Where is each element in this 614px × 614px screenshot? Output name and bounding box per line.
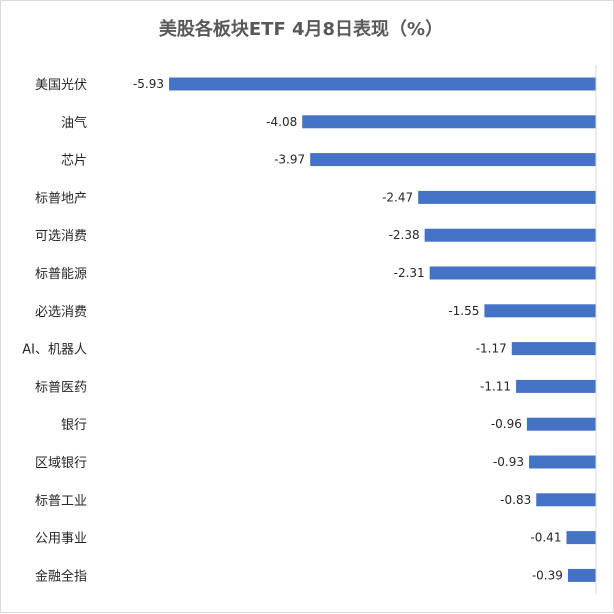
bar	[536, 493, 596, 507]
bar	[424, 228, 596, 242]
category-label: AI、机器人	[22, 343, 87, 358]
value-label: -0.96	[491, 417, 522, 431]
category-label: 标普能源	[35, 267, 87, 282]
category-label: 标普医药	[35, 380, 87, 395]
value-label: -0.83	[500, 493, 531, 507]
category-label: 区域银行	[35, 456, 87, 471]
category-label: 公用事业	[35, 532, 87, 547]
category-label: 标普工业	[35, 494, 87, 509]
value-label: -0.39	[532, 568, 563, 582]
value-label: -4.08	[266, 115, 297, 129]
value-label: -2.38	[389, 228, 420, 242]
bar	[418, 190, 596, 204]
bars-group	[169, 77, 597, 582]
category-label: 美国光伏	[35, 78, 87, 93]
bar	[566, 531, 596, 545]
value-label: -5.93	[133, 77, 164, 91]
value-label: -1.11	[480, 379, 511, 393]
category-label: 必选消费	[35, 305, 87, 320]
category-label: 油气	[61, 115, 87, 131]
value-label: -3.97	[274, 153, 305, 167]
bar	[169, 77, 597, 91]
category-label: 金融全指	[35, 568, 87, 584]
bar	[529, 455, 596, 469]
bar	[511, 342, 596, 356]
value-label: -0.41	[530, 531, 561, 545]
bar	[567, 568, 596, 582]
value-label: -1.55	[448, 304, 479, 318]
chart-title: 美股各板块ETF 4月8日表现（%）	[159, 18, 443, 40]
bar	[302, 115, 596, 129]
category-label: 标普地产	[35, 191, 87, 206]
bar	[429, 266, 596, 280]
category-label: 可选消费	[35, 229, 87, 244]
value-label: -2.31	[394, 266, 425, 280]
value-label: -2.47	[382, 190, 413, 204]
value-label: -0.93	[493, 455, 524, 469]
bar	[526, 417, 596, 431]
bar	[516, 379, 596, 393]
bar	[310, 153, 596, 167]
bar	[484, 304, 596, 318]
category-label: 芯片	[61, 154, 87, 169]
value-label: -1.17	[476, 342, 507, 356]
category-label: 银行	[61, 418, 87, 433]
value-labels-group: -5.93 -4.08 -3.97 -2.47 -2.38 -2.31 -1.55 -1.17…	[133, 77, 563, 582]
